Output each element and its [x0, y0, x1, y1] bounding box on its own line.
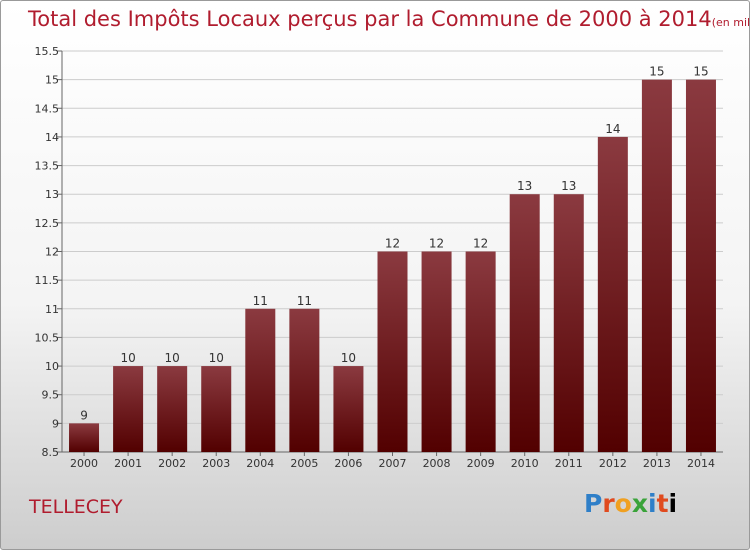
data-label: 13 — [561, 179, 576, 193]
proxiti-logo[interactable]: Proxiti — [584, 489, 677, 518]
y-tick-label: 10 — [45, 360, 59, 373]
bars — [69, 79, 716, 453]
x-tick-label: 2008 — [423, 457, 451, 470]
logo-letter: r — [602, 489, 615, 518]
logo-letter: i — [648, 489, 657, 518]
x-tick-label: 2007 — [379, 457, 407, 470]
x-tick-label: 2001 — [114, 457, 142, 470]
data-label: 11 — [297, 294, 312, 308]
logo-letter: x — [631, 489, 648, 518]
x-tick-label: 2004 — [246, 457, 274, 470]
bar-2008 — [421, 251, 452, 452]
logo-letter: o — [614, 489, 632, 518]
commune-name: TELLECEY — [29, 496, 123, 518]
logo-letter: i — [668, 489, 678, 518]
x-tick-label: 2011 — [555, 457, 583, 470]
bar-2013 — [641, 79, 672, 453]
x-tick-label: 2009 — [467, 457, 495, 470]
data-label: 12 — [429, 237, 444, 251]
bar-2001 — [113, 366, 144, 452]
y-tick-label: 9 — [52, 417, 59, 430]
chart-title: Total des Impôts Locaux perçus par la Co… — [28, 7, 750, 31]
data-label: 9 — [80, 408, 88, 422]
bar-2009 — [465, 251, 496, 452]
y-tick-label: 12 — [45, 246, 59, 259]
y-tick-label: 11.5 — [35, 274, 60, 287]
bar-2005 — [289, 308, 320, 452]
bar-2002 — [157, 366, 188, 452]
bar-2004 — [245, 308, 276, 452]
y-tick-label: 11 — [45, 303, 59, 316]
data-label: 10 — [209, 351, 224, 365]
data-label: 13 — [517, 179, 532, 193]
unit-label: (en milliers d'€) — [711, 16, 750, 29]
data-label: 11 — [253, 294, 268, 308]
data-labels: 9 10 10 10 11 11 10 12 12 12 13 13 14 15 15 — [80, 65, 708, 423]
y-tick-label: 14 — [45, 131, 59, 144]
x-tick-label: 2005 — [290, 457, 318, 470]
y-tick-label: 8.5 — [42, 446, 60, 459]
data-label: 10 — [120, 351, 135, 365]
x-tick-label: 2012 — [599, 457, 627, 470]
y-tick-label: 10.5 — [35, 331, 60, 344]
bar-2003 — [201, 366, 232, 452]
data-label: 10 — [341, 351, 356, 365]
x-tick-label: 2006 — [334, 457, 362, 470]
bar-2014 — [685, 79, 716, 453]
logo-letter: t — [656, 489, 669, 518]
x-tick-label: 2010 — [511, 457, 539, 470]
bar-2006 — [333, 366, 364, 452]
y-tick-label: 13.5 — [35, 160, 60, 173]
bar-2007 — [377, 251, 408, 452]
y-tick-label: 14.5 — [35, 102, 60, 115]
x-tick-label: 2014 — [687, 457, 715, 470]
data-label: 14 — [605, 122, 620, 136]
bar-2011 — [553, 194, 584, 452]
y-tick-label: 15.5 — [35, 45, 60, 58]
data-label: 15 — [649, 65, 664, 79]
logo-letter: P — [584, 489, 603, 518]
data-label: 12 — [385, 237, 400, 251]
y-tick-label: 9.5 — [42, 389, 60, 402]
x-tick-labels: 2000 2001 2002 2003 2004 2005 2006 2007 2008 2009… — [70, 452, 715, 470]
x-tick-label: 2013 — [643, 457, 671, 470]
title-text: Total des Impôts Locaux perçus par la Co… — [28, 7, 712, 31]
data-label: 15 — [693, 65, 708, 79]
y-tick-labels: 8.5 9 9.5 10 10.5 11 11.5 12 12.5 13 13.5 14 14.5 15 1… — [35, 45, 60, 459]
x-tick-label: 2000 — [70, 457, 98, 470]
bar-2000 — [69, 423, 100, 452]
y-tick-label: 12.5 — [35, 217, 60, 230]
data-label: 12 — [473, 237, 488, 251]
x-tick-label: 2003 — [202, 457, 230, 470]
bar-2010 — [509, 194, 540, 452]
y-tick-label: 13 — [45, 188, 59, 201]
data-label: 10 — [165, 351, 180, 365]
x-tick-label: 2002 — [158, 457, 186, 470]
bar-2012 — [597, 136, 628, 452]
y-tick-label: 15 — [45, 74, 59, 87]
